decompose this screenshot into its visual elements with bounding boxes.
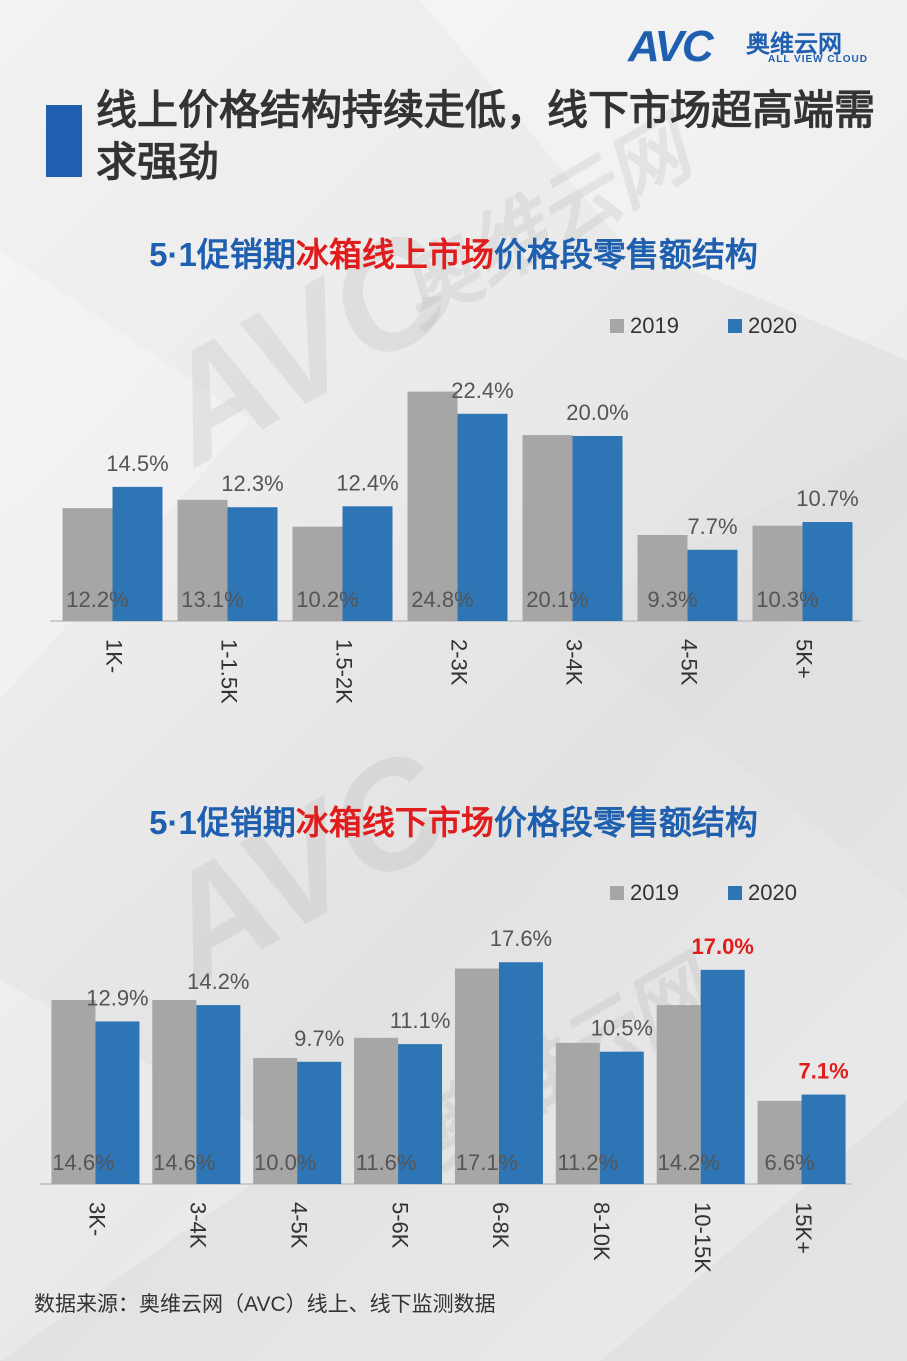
bar-2019 — [522, 435, 573, 621]
data-label-2020: 7.1% — [798, 1059, 848, 1084]
data-source-note: 数据来源：奥维云网（AVC）线上、线下监测数据 — [34, 1293, 496, 1316]
data-label-2020: 10.7% — [796, 486, 858, 511]
chart-title-highlight: 冰箱线下市场 — [295, 804, 494, 841]
data-label-2019: 13.1% — [181, 587, 243, 612]
data-label-2019: 14.2% — [657, 1150, 719, 1175]
category-label: 15K+ — [791, 1202, 816, 1254]
bar-2019 — [454, 968, 499, 1184]
bar-2020 — [457, 413, 508, 621]
category-label: 1-1.5K — [217, 639, 242, 704]
chart-title-part: 价格段零售额结构 — [493, 236, 758, 273]
bar-2019 — [656, 1005, 701, 1184]
bar-2020 — [700, 969, 745, 1184]
category-label: 8-10K — [589, 1202, 614, 1261]
bar-2019 — [152, 1000, 197, 1184]
category-label: 1.5-2K — [332, 639, 357, 704]
bar-2020 — [687, 549, 738, 621]
bar-2020 — [196, 1005, 241, 1184]
chart-title-part: 价格段零售额结构 — [493, 804, 758, 841]
bar-2019 — [253, 1058, 298, 1184]
bar-2020 — [342, 506, 393, 621]
bar-2020 — [112, 486, 163, 621]
data-label-2020: 12.3% — [221, 471, 283, 496]
bar-2020 — [297, 1061, 342, 1184]
data-label-2019: 11.2% — [557, 1150, 618, 1175]
bar-2020 — [572, 436, 623, 621]
brand-logo: AVC 奥维云网 ALL VIEW CLOUD — [628, 22, 888, 71]
bar-2019 — [637, 534, 688, 621]
category-label: 3-4K — [186, 1202, 211, 1249]
category-label: 4-5K — [677, 639, 702, 686]
data-label-2020: 11.1% — [390, 1008, 451, 1033]
chart-title-part: 5·1促销期 — [149, 236, 296, 273]
bar-2020 — [599, 1051, 644, 1184]
bar-2019 — [62, 508, 113, 621]
bar-2020 — [398, 1044, 443, 1184]
legend-swatch — [610, 319, 624, 333]
legend-label: 2019 — [630, 313, 679, 338]
data-label-2019: 10.0% — [254, 1150, 316, 1175]
data-label-2020: 14.5% — [106, 451, 168, 476]
bar-2019 — [555, 1042, 600, 1184]
data-label-2019: 14.6% — [153, 1150, 215, 1175]
bar-2020 — [498, 962, 543, 1184]
legend-label: 2019 — [630, 880, 679, 905]
data-label-2020: 17.0% — [691, 934, 753, 959]
data-label-2020: 22.4% — [451, 378, 513, 403]
bar-2019 — [292, 526, 343, 621]
data-label-2019: 10.3% — [756, 587, 818, 612]
chart-title-online: 5·1促销期冰箱线上市场价格段零售额结构 — [0, 228, 907, 276]
chart-title-offline: 5·1促销期冰箱线下市场价格段零售额结构 — [0, 796, 907, 844]
bar-2020 — [801, 1094, 846, 1184]
data-label-2019: 14.6% — [52, 1150, 114, 1175]
bar-2019 — [51, 1000, 96, 1184]
data-label-2020: 14.2% — [187, 969, 249, 994]
data-label-2020: 7.7% — [687, 514, 737, 539]
data-label-2019: 9.3% — [647, 587, 697, 612]
data-label-2019: 11.6% — [356, 1150, 417, 1175]
category-label: 3-4K — [562, 639, 587, 686]
category-label: 5K+ — [792, 639, 817, 679]
category-label: 6-8K — [488, 1202, 513, 1249]
data-label-2019: 12.2% — [66, 587, 128, 612]
category-label: 4-5K — [286, 1202, 311, 1249]
data-label-2019: 20.1% — [526, 587, 588, 612]
chart-title-highlight: 冰箱线上市场 — [295, 236, 494, 273]
data-label-2019: 10.2% — [296, 587, 358, 612]
bar-2019 — [407, 391, 458, 621]
data-label-2020: 20.0% — [566, 400, 628, 425]
bar-2019 — [752, 525, 803, 621]
data-label-2020: 17.6% — [490, 926, 552, 951]
legend-swatch — [728, 886, 742, 900]
category-label: 3K- — [85, 1202, 110, 1236]
category-label: 2-3K — [447, 639, 472, 686]
data-label-2020: 10.5% — [591, 1016, 653, 1041]
bar-2020 — [227, 507, 278, 621]
chart-title-part: 5·1促销期 — [149, 804, 296, 841]
data-label-2019: 6.6% — [764, 1150, 814, 1175]
legend-swatch — [610, 886, 624, 900]
category-label: 5-6K — [387, 1202, 412, 1249]
data-label-2020: 12.4% — [336, 470, 398, 495]
logo-mark: AVC — [628, 22, 714, 71]
legend-label: 2020 — [748, 313, 797, 338]
title-accent-bar — [46, 105, 82, 177]
logo-name: 奥维云网 — [746, 31, 842, 58]
legend-swatch — [728, 319, 742, 333]
bar-2019 — [757, 1100, 802, 1184]
data-label-2020: 12.9% — [86, 985, 148, 1010]
bar-2020 — [802, 522, 853, 621]
page-title: 线上价格结构持续走低，线下市场超高端需求强劲 — [96, 87, 875, 185]
legend-label: 2020 — [748, 880, 797, 905]
data-label-2019: 24.8% — [411, 587, 473, 612]
logo-tagline: ALL VIEW CLOUD — [768, 54, 868, 65]
bar-2020 — [95, 1021, 140, 1184]
category-label: 1K- — [102, 639, 127, 673]
bar-2019 — [177, 499, 228, 621]
category-label: 10-15K — [690, 1202, 715, 1273]
bar-2019 — [354, 1037, 399, 1184]
data-label-2019: 17.1% — [456, 1150, 518, 1175]
data-label-2020: 9.7% — [294, 1026, 344, 1051]
